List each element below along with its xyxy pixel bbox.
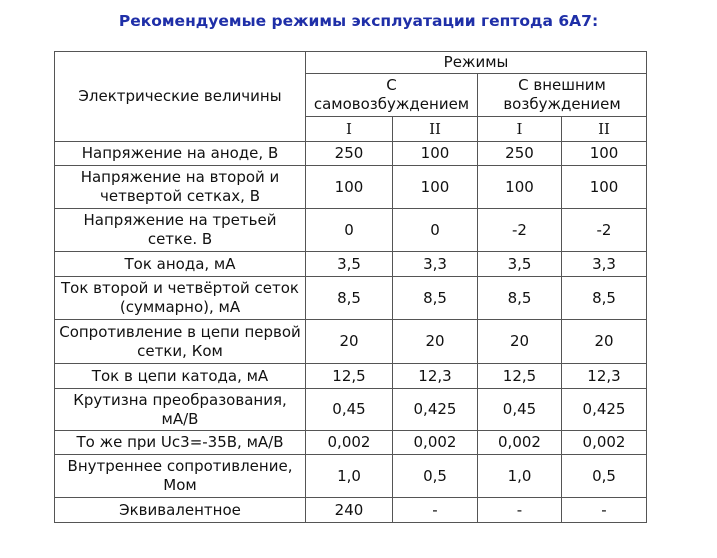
value-cell: 0,002 bbox=[392, 430, 478, 455]
value-cell: 8,5 bbox=[305, 276, 393, 320]
value-cell: 3,3 bbox=[392, 251, 478, 277]
table-row: Ток второй и четвёртой сеток (суммарно),… bbox=[54, 276, 648, 320]
table-row: Напряжение на второй и четвертой сетках,… bbox=[54, 165, 648, 209]
row-label: Напряжение на аноде, В bbox=[54, 141, 306, 166]
row-label: Крутизна преобразования, мА/В bbox=[54, 388, 306, 431]
value-cell: 20 bbox=[560, 319, 648, 364]
modes-table: Электрические величины Режимы С самовозб… bbox=[54, 51, 648, 523]
value-cell: 100 bbox=[305, 165, 393, 209]
row-label: Внутреннее сопротивление, Мом bbox=[54, 454, 306, 498]
table-row: Сопротивление в цепи первой сетки, Ком 2… bbox=[54, 319, 648, 364]
value-cell: 8,5 bbox=[560, 276, 648, 320]
row-label: То же при Uc3=-35В, мА/В bbox=[54, 430, 306, 455]
value-cell: 20 bbox=[392, 319, 478, 364]
row-label: Ток анода, мА bbox=[54, 251, 306, 277]
subheader-self-I: I bbox=[305, 116, 393, 142]
value-cell: 0 bbox=[305, 208, 393, 252]
table-row: Напряжение на аноде, В 250 100 250 100 bbox=[54, 141, 648, 166]
row-label: Эквивалентное bbox=[54, 497, 306, 523]
value-cell: - bbox=[560, 497, 648, 523]
value-cell: 12,3 bbox=[560, 363, 648, 389]
value-cell: 100 bbox=[392, 141, 478, 166]
value-cell: 1,0 bbox=[477, 454, 562, 498]
value-cell: 100 bbox=[560, 165, 648, 209]
value-cell: 0,45 bbox=[477, 388, 562, 431]
table-row: Эквивалентное 240 - - - bbox=[54, 497, 648, 523]
table-row: То же при Uc3=-35В, мА/В 0,002 0,002 0,0… bbox=[54, 430, 648, 455]
value-cell: 3,5 bbox=[477, 251, 562, 277]
value-cell: 0 bbox=[392, 208, 478, 252]
value-cell: 100 bbox=[392, 165, 478, 209]
modes-header: Режимы bbox=[304, 51, 648, 74]
table-row: Внутреннее сопротивление, Мом 1,0 0,5 1,… bbox=[54, 454, 648, 498]
value-cell: 100 bbox=[560, 141, 648, 166]
value-cell: 3,3 bbox=[560, 251, 648, 277]
row-label: Ток в цепи катода, мА bbox=[54, 363, 306, 389]
group-header-self-excitation: С самовозбуждением bbox=[305, 73, 478, 117]
value-cell: 240 bbox=[305, 497, 393, 523]
table-row: Напряжение на третьей сетке. В 0 0 -2 -2 bbox=[54, 208, 648, 252]
value-cell: 0,002 bbox=[305, 430, 393, 455]
value-cell: 100 bbox=[477, 165, 562, 209]
subheader-self-II: II bbox=[392, 116, 478, 142]
table-row: Крутизна преобразования, мА/В 0,45 0,425… bbox=[54, 388, 648, 431]
value-cell: - bbox=[392, 497, 478, 523]
value-cell: 12,5 bbox=[305, 363, 393, 389]
value-cell: 1,0 bbox=[305, 454, 393, 498]
value-cell: 250 bbox=[477, 141, 562, 166]
row-label: Сопротивление в цепи первой сетки, Ком bbox=[54, 319, 306, 364]
value-cell: 250 bbox=[305, 141, 393, 166]
row-label: Ток второй и четвёртой сеток (суммарно),… bbox=[54, 276, 306, 320]
value-cell: 0,5 bbox=[560, 454, 648, 498]
value-cell: 0,5 bbox=[392, 454, 478, 498]
table-row: Ток в цепи катода, мА 12,5 12,3 12,5 12,… bbox=[54, 363, 648, 389]
header-row-modes: Электрические величины Режимы bbox=[54, 51, 648, 142]
group-header-external-excitation: С внешним возбуждением bbox=[476, 73, 648, 117]
value-cell: -2 bbox=[477, 208, 562, 252]
subheader-external-I: I bbox=[477, 116, 562, 142]
value-cell: 12,5 bbox=[477, 363, 562, 389]
value-cell: - bbox=[477, 497, 562, 523]
value-cell: 0,425 bbox=[560, 388, 648, 431]
value-cell: 20 bbox=[305, 319, 393, 364]
value-cell: 12,3 bbox=[392, 363, 478, 389]
value-cell: 0,002 bbox=[477, 430, 562, 455]
value-cell: 0,45 bbox=[305, 388, 393, 431]
quantity-header: Электрические величины bbox=[54, 51, 306, 142]
value-cell: 20 bbox=[477, 319, 562, 364]
table-row: Ток анода, мА 3,5 3,3 3,5 3,3 bbox=[54, 251, 648, 277]
subheader-external-II: II bbox=[560, 116, 648, 142]
value-cell: 8,5 bbox=[477, 276, 562, 320]
row-label: Напряжение на третьей сетке. В bbox=[54, 208, 306, 252]
header-row-groups: С самовозбуждением С внешним возбуждение… bbox=[55, 73, 648, 117]
value-cell: 0,002 bbox=[560, 430, 648, 455]
value-cell: 8,5 bbox=[392, 276, 478, 320]
value-cell: 0,425 bbox=[392, 388, 478, 431]
value-cell: -2 bbox=[560, 208, 648, 252]
page-title: Рекомендуемые режимы эксплуатации гептод… bbox=[118, 12, 599, 30]
value-cell: 3,5 bbox=[305, 251, 393, 277]
row-label: Напряжение на второй и четвертой сетках,… bbox=[54, 165, 306, 209]
